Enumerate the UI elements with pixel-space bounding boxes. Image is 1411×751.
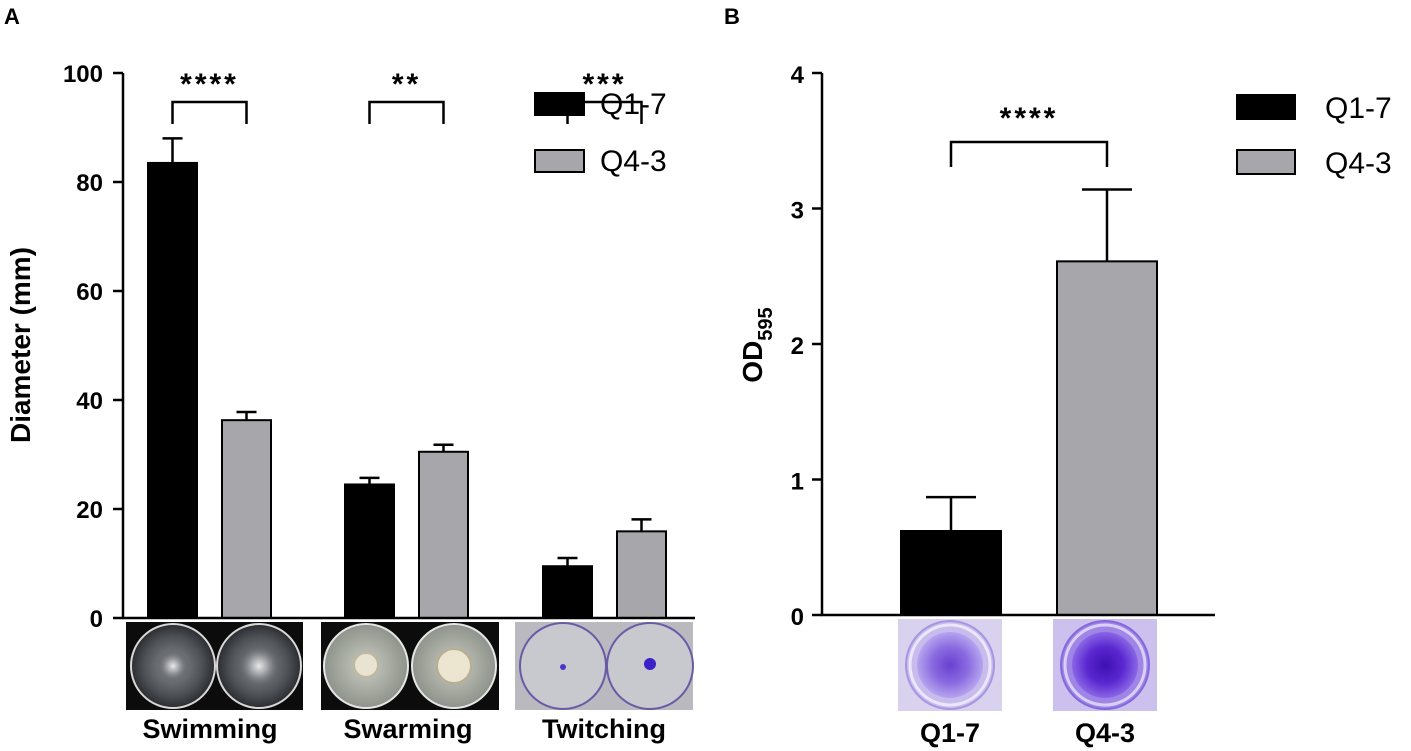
bar-twitching-q4-3 (616, 530, 667, 619)
y-tick-label-a-100: 100 (63, 61, 103, 88)
bar-biofilm-q1-7 (900, 529, 1002, 616)
panel-a-bars (147, 137, 667, 620)
panel-a-label: A (4, 4, 20, 29)
panel-b-significance: **** (949, 102, 1109, 167)
panel-b-y-axis-title-subscript: 595 (755, 307, 777, 340)
error-bar-swarming-q1-7 (359, 476, 380, 485)
bar-swarming-q1-7 (344, 483, 395, 619)
y-tick-label-b-4: 4 (791, 62, 805, 89)
category-label-q4-3: Q4-3 (1075, 718, 1135, 748)
significance-label-swimming: **** (180, 68, 239, 101)
significance-label-swarming: ** (392, 68, 421, 101)
y-tick-label-a-0: 0 (90, 606, 103, 633)
error-bar-swarming-q4-3 (433, 443, 454, 452)
biofilm-well-photo-q1-7 (898, 619, 1002, 711)
panel-b-legend: Q1-7 Q4-3 (1236, 92, 1392, 180)
panel-b-y-ticks: 0 1 2 3 4 (791, 62, 822, 631)
panel-a-y-ticks: 0 20 40 60 80 100 (63, 61, 123, 633)
panel-b-y-axis-title-main: OD (737, 341, 768, 383)
twitching-plates-photo (515, 622, 694, 710)
error-bar-biofilm-q4-3 (1082, 188, 1132, 262)
error-bar-biofilm-q1-7 (926, 495, 976, 531)
y-tick-label-b-2: 2 (791, 333, 804, 360)
error-bar-swimming-q4-3 (236, 410, 257, 421)
swarming-plates-photo (321, 622, 499, 710)
panel-a-legend: Q1-7 Q4-3 (534, 88, 667, 178)
category-label-q1-7: Q1-7 (920, 718, 980, 748)
legend-label-q4-3-b: Q4-3 (1325, 147, 1392, 180)
legend-swatch-q1-7 (534, 92, 585, 116)
category-label-swimming: Swimming (142, 714, 277, 744)
legend-swatch-q4-3 (534, 149, 585, 173)
y-tick-label-a-20: 20 (76, 497, 103, 524)
legend-swatch-q1-7-b (1236, 94, 1296, 120)
biofilm-well-photo-q4-3 (1053, 619, 1157, 711)
y-tick-label-a-60: 60 (76, 279, 103, 306)
panel-b-y-axis-title: OD595 (737, 307, 777, 382)
y-tick-label-a-80: 80 (76, 170, 103, 197)
bar-twitching-q1-7 (542, 565, 593, 619)
bar-swarming-q4-3 (418, 450, 469, 619)
significance-label-twitching: *** (582, 68, 626, 101)
y-tick-label-b-1: 1 (791, 469, 804, 496)
swimming-plates-photo (126, 622, 303, 710)
legend-swatch-q4-3-b (1236, 149, 1296, 175)
error-bar-swimming-q1-7 (162, 137, 183, 163)
panel-a-significance: **** ** *** (171, 68, 643, 124)
error-bar-twitching-q4-3 (631, 518, 652, 532)
legend-label-q1-7: Q1-7 (600, 88, 667, 121)
panel-b-bars (900, 188, 1158, 616)
panel-b-label: B (724, 4, 740, 29)
panel-a-y-axis-title: Diameter (mm) (5, 247, 36, 443)
significance-bracket-swarming (368, 100, 445, 124)
bar-biofilm-q4-3 (1056, 260, 1158, 616)
category-label-swarming: Swarming (343, 714, 472, 744)
significance-bracket-swimming (171, 100, 248, 124)
category-label-twitching: Twitching (542, 714, 666, 744)
panel-b: B 0 1 2 3 4 **** OD595 Q1-7 Q4-3 Q1-7 Q4-3 (724, 4, 1392, 748)
legend-label-q4-3: Q4-3 (600, 145, 667, 178)
bar-swimming-q1-7 (147, 161, 198, 620)
bar-swimming-q4-3 (221, 419, 272, 620)
legend-label-q1-7-b: Q1-7 (1325, 92, 1392, 125)
significance-label-biofilm: **** (1000, 102, 1059, 135)
y-tick-label-b-0: 0 (791, 604, 804, 631)
error-bar-twitching-q1-7 (557, 556, 578, 567)
significance-bracket-biofilm (949, 140, 1109, 167)
y-tick-label-b-3: 3 (791, 198, 804, 225)
y-tick-label-a-40: 40 (76, 388, 103, 415)
